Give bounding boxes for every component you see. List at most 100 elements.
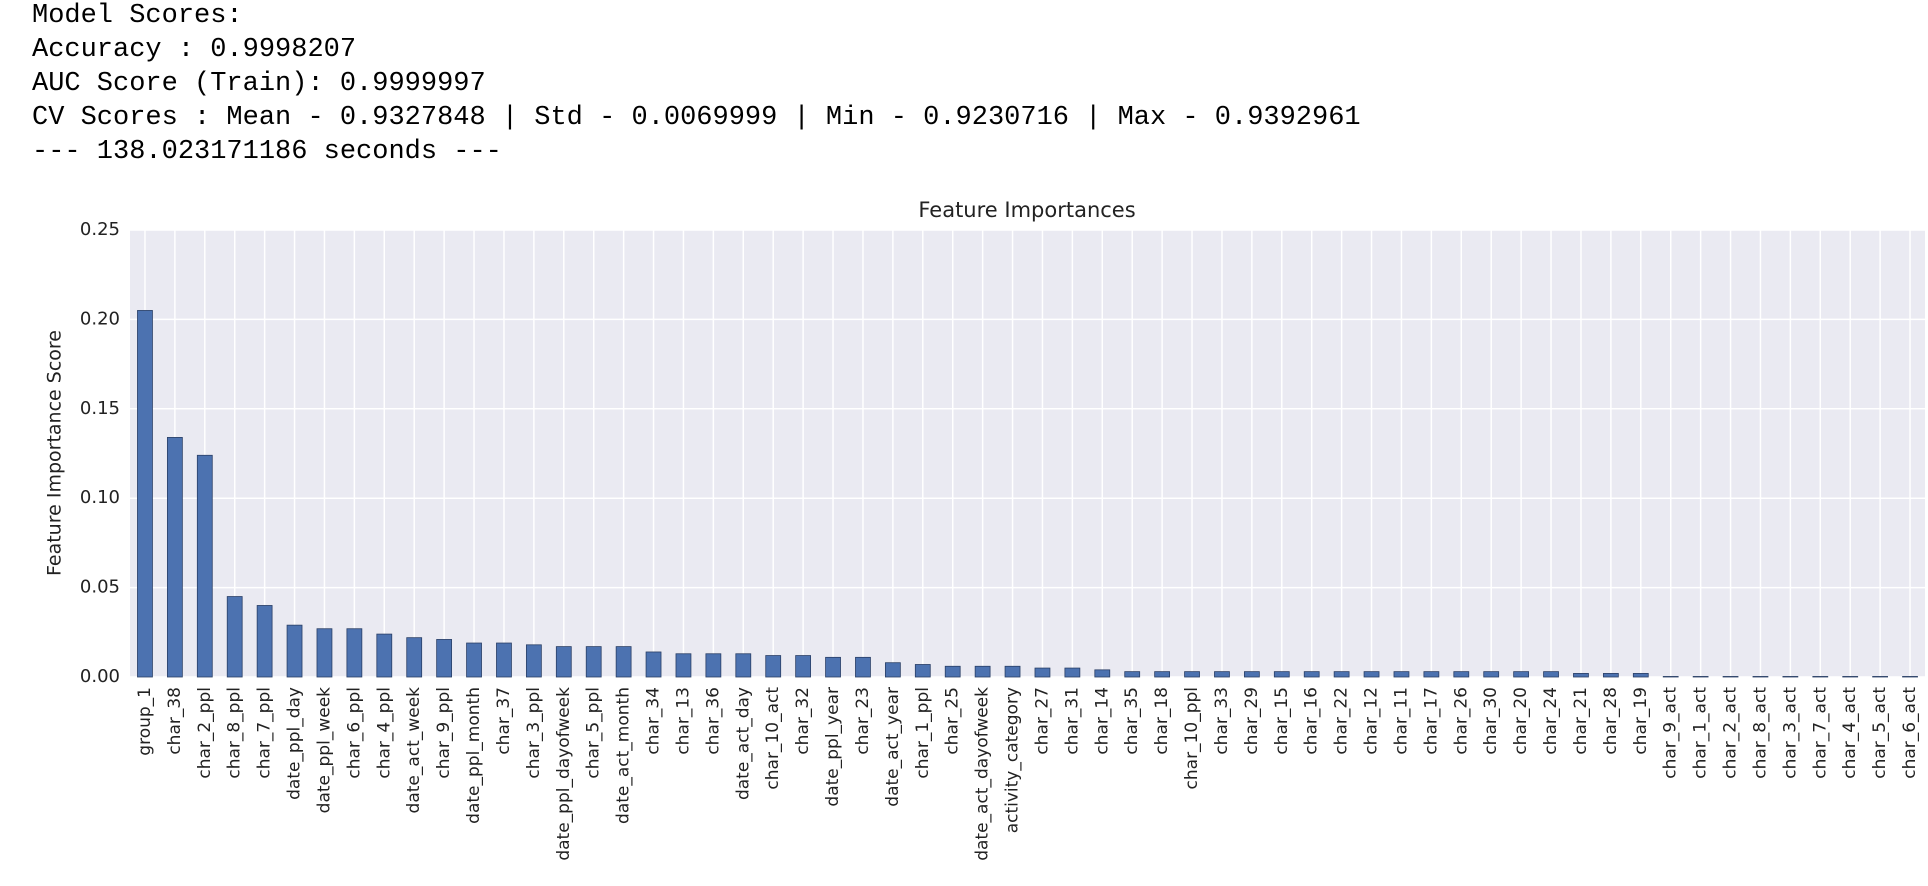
output-line: CV Scores : Mean - 0.9327848 | Std - 0.0… [32, 103, 1361, 133]
bar [1842, 676, 1859, 678]
bar [316, 628, 333, 678]
x-tick-label: char_10_act [763, 687, 783, 790]
bar [1363, 671, 1380, 678]
x-tick-label: char_10_ppl [1182, 687, 1202, 789]
bar [1273, 671, 1290, 678]
bar [196, 454, 213, 678]
output-line: --- 138.023171186 seconds --- [32, 137, 502, 167]
bar [376, 633, 393, 678]
y-tick-label: 0.25 [80, 219, 120, 240]
x-tick-label: char_23 [853, 687, 873, 755]
bar [226, 596, 243, 678]
x-tick-label: date_ppl_day [285, 687, 305, 800]
plot-background [130, 230, 1925, 677]
bar [1662, 676, 1679, 678]
bar [1184, 671, 1200, 678]
y-tick-label: 0.20 [80, 308, 120, 329]
x-tick-label: char_7_act [1810, 687, 1830, 779]
bar [585, 646, 602, 678]
bar [166, 437, 183, 678]
bar [496, 642, 512, 678]
x-tick-label: char_35 [1122, 687, 1142, 755]
chart-title: Feature Importances [918, 198, 1135, 222]
x-tick-label: char_8_act [1750, 687, 1770, 779]
bar [1513, 671, 1530, 678]
x-tick-label: char_27 [1032, 687, 1052, 755]
bar [1154, 671, 1171, 678]
bar [1243, 671, 1260, 678]
bar [436, 639, 453, 678]
x-tick-label: char_19 [1631, 687, 1651, 755]
x-tick-label: char_21 [1571, 687, 1591, 755]
bar [1453, 671, 1470, 678]
bar [855, 656, 871, 678]
x-tick-label: char_7_ppl [255, 687, 275, 779]
y-axis-label: Feature Importance Score [44, 330, 66, 576]
bar [286, 624, 303, 678]
x-tick-label: char_1_ppl [913, 687, 933, 779]
bar [1722, 676, 1739, 678]
x-tick-label: char_34 [644, 687, 664, 755]
x-tick-label: char_31 [1062, 687, 1082, 755]
x-tick-label: char_2_ppl [195, 687, 215, 779]
bar [884, 662, 901, 678]
x-tick-label: char_37 [494, 687, 514, 755]
x-tick-label: char_24 [1541, 687, 1561, 755]
x-tick-label: char_5_act [1870, 687, 1890, 779]
bar [944, 665, 961, 678]
bar [1632, 673, 1649, 678]
x-tick-label: char_6_ppl [344, 687, 364, 779]
x-tick-label: char_17 [1421, 687, 1441, 755]
bar [645, 651, 662, 678]
bar [137, 310, 153, 678]
x-tick-label: char_13 [673, 687, 693, 755]
x-tick-label: char_1_act [1691, 687, 1711, 779]
bar [1573, 673, 1589, 678]
x-tick-label: char_18 [1152, 687, 1172, 755]
x-tick-label: char_4_act [1840, 687, 1860, 779]
x-tick-label: char_9_act [1661, 687, 1681, 779]
x-tick-label: char_20 [1511, 687, 1531, 755]
bar [974, 665, 991, 678]
x-tick-label: char_29 [1242, 687, 1262, 755]
x-tick-label: char_38 [165, 687, 185, 755]
bar [675, 653, 692, 678]
x-tick-label: char_8_ppl [225, 687, 245, 779]
x-tick-label: char_25 [943, 687, 963, 755]
x-tick-label: char_6_act [1900, 687, 1920, 779]
x-tick-label: activity_category [1003, 687, 1023, 833]
x-tick-label: char_3_act [1780, 687, 1800, 779]
x-tick-label: date_act_dayofweek [973, 687, 993, 861]
x-tick-label: char_4_ppl [374, 687, 394, 779]
x-tick-label: date_ppl_year [823, 687, 843, 807]
bar [1393, 671, 1410, 678]
output-line: Accuracy : 0.9998207 [32, 35, 357, 65]
x-tick-label: char_11 [1391, 687, 1411, 755]
bar [1483, 671, 1500, 678]
bar [1423, 671, 1440, 678]
x-tick-label: char_15 [1272, 687, 1292, 755]
output-line: AUC Score (Train): 0.9999997 [32, 69, 486, 99]
y-tick-label: 0.15 [80, 398, 120, 419]
x-tick-label: char_5_ppl [584, 687, 604, 779]
y-tick-label: 0.05 [80, 577, 120, 598]
bar [735, 653, 752, 678]
x-tick-label: char_12 [1362, 687, 1382, 755]
bar [406, 637, 423, 678]
x-tick-label: char_9_ppl [434, 687, 454, 779]
bar [795, 655, 812, 678]
x-tick-label: date_act_month [614, 687, 634, 824]
bar [346, 628, 363, 678]
x-tick-label: char_14 [1092, 687, 1112, 755]
bar [1064, 667, 1081, 678]
x-tick-label: char_32 [793, 687, 813, 755]
bar [256, 605, 273, 678]
output-line: Model Scores: [32, 1, 243, 31]
bar [1303, 671, 1320, 678]
bar [1692, 676, 1709, 678]
bar [705, 653, 722, 678]
x-tick-label: date_ppl_dayofweek [554, 687, 574, 861]
bar [914, 664, 931, 678]
bar [1004, 665, 1021, 678]
